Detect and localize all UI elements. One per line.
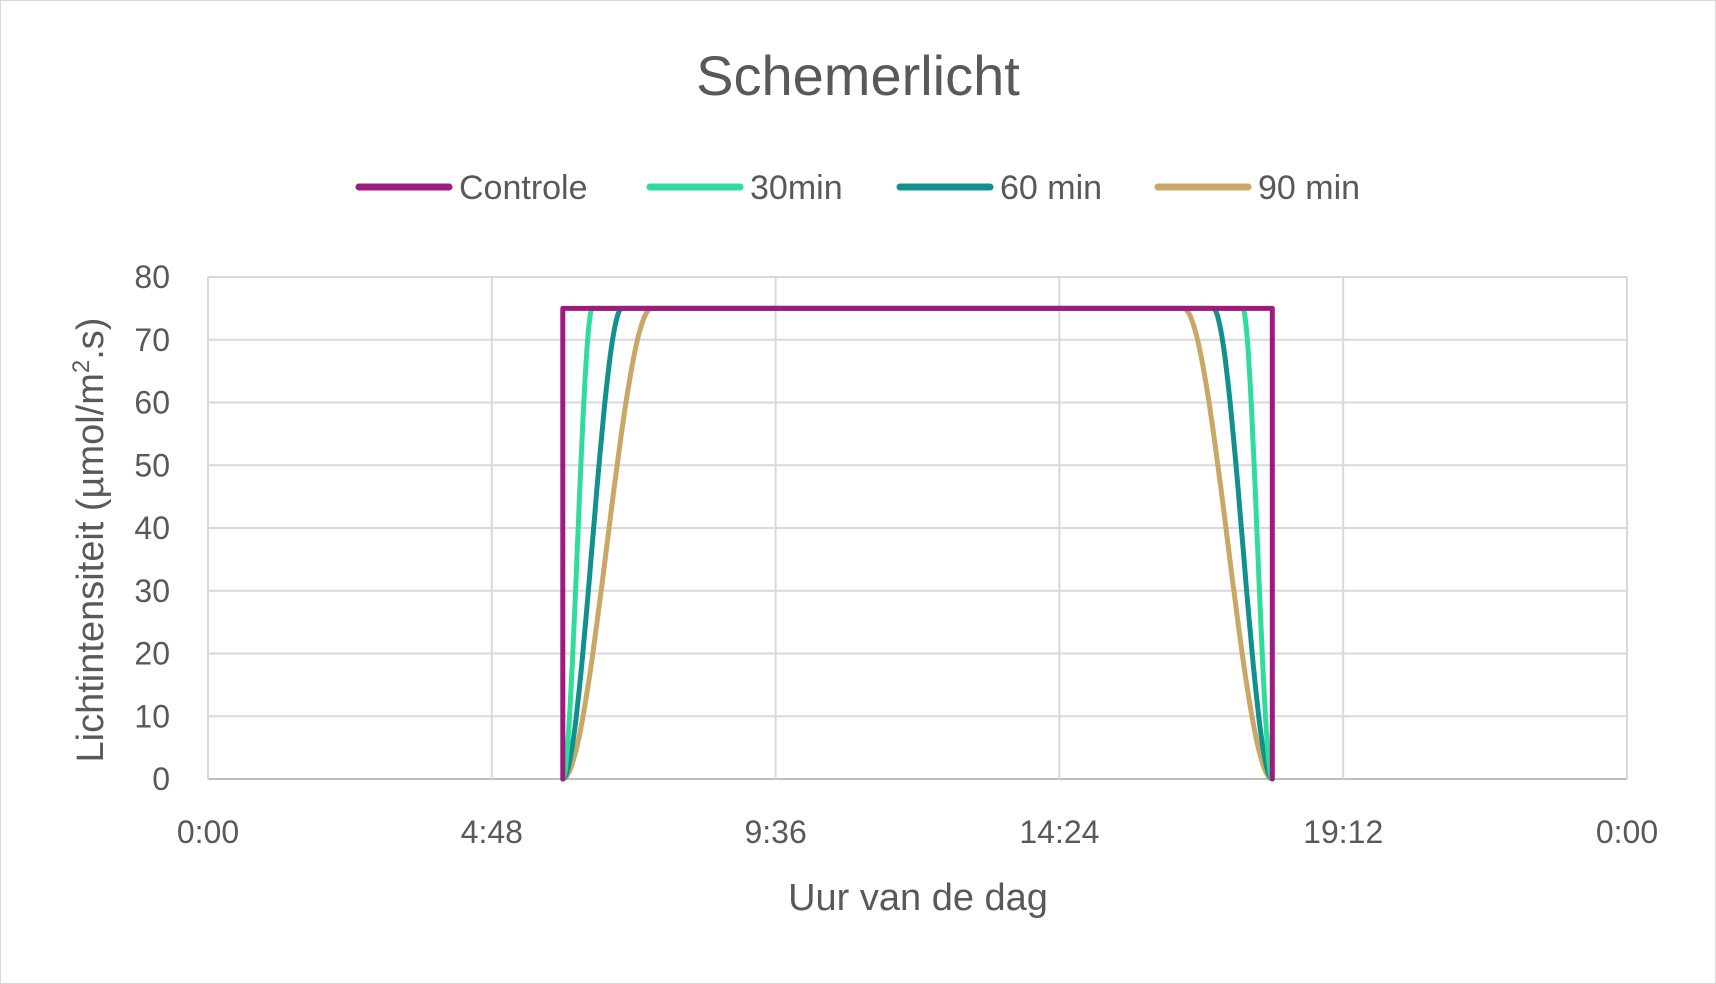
y-tick-label: 80 <box>134 259 170 295</box>
y-tick-label: 30 <box>134 573 170 609</box>
y-tick-label: 0 <box>152 761 170 797</box>
y-axis-title-superscript: 2 <box>68 360 95 373</box>
legend-label: 60 min <box>1000 169 1102 207</box>
series-line-controle <box>560 305 1275 782</box>
y-tick-label: 60 <box>134 385 170 421</box>
y-tick-label: 50 <box>134 447 170 483</box>
chart-title: Schemerlicht <box>696 44 1020 107</box>
gridlines <box>207 276 1628 780</box>
y-tick-label: 70 <box>134 322 170 358</box>
legend: Controle 30min 60 min 90 min <box>355 169 1360 207</box>
y-tick-label: 10 <box>134 698 170 734</box>
y-axis-ticks: 0 10 20 30 40 50 60 70 80 <box>134 259 170 797</box>
y-tick-label: 20 <box>134 636 170 672</box>
series-line-30min <box>560 305 1275 782</box>
y-axis-title: Lichtintensiteit (µmol/m2.s) <box>68 318 112 763</box>
series-lines <box>560 305 1275 782</box>
x-tick-label: 0:00 <box>177 814 239 850</box>
x-axis-ticks: 0:00 4:48 9:36 14:24 19:12 0:00 <box>177 814 1658 850</box>
x-tick-label: 4:48 <box>461 814 523 850</box>
y-axis-title-main: Lichtintensiteit (µmol/m <box>70 373 112 762</box>
series-line-60-min <box>560 305 1275 782</box>
x-tick-label: 0:00 <box>1596 814 1658 850</box>
x-axis-title: Uur van de dag <box>788 877 1048 919</box>
y-tick-label: 40 <box>134 510 170 546</box>
x-tick-label: 14:24 <box>1019 814 1099 850</box>
legend-label: 90 min <box>1258 169 1360 207</box>
x-tick-label: 9:36 <box>744 814 806 850</box>
x-tick-label: 19:12 <box>1303 814 1383 850</box>
y-axis-title-end: .s) <box>70 318 112 360</box>
legend-label: 30min <box>750 169 843 207</box>
series-line-90-min <box>560 305 1275 782</box>
legend-label: Controle <box>459 169 588 207</box>
